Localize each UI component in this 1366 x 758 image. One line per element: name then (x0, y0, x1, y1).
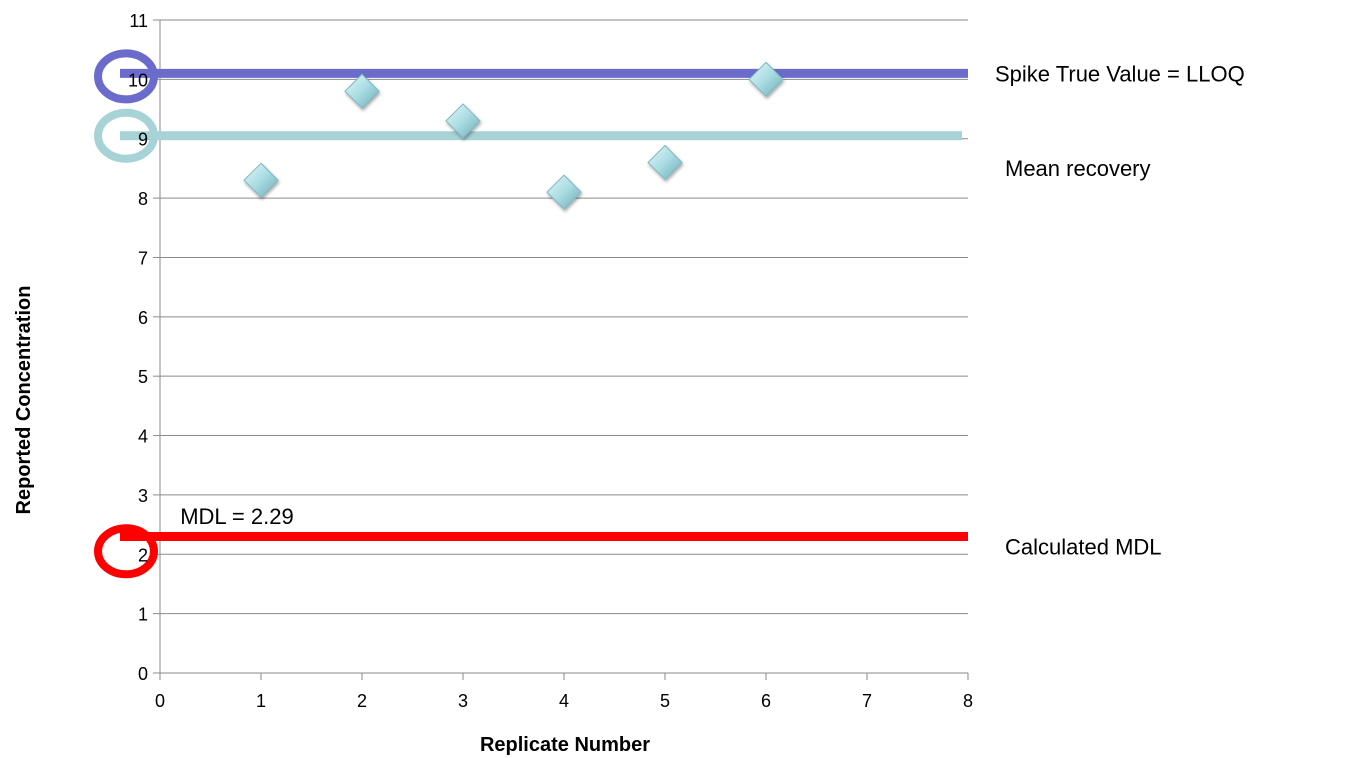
x-tick-label-7: 7 (862, 691, 872, 711)
labels: 0 1 2 3 4 5 6 7 8 9 10 11 0 1 2 3 4 5 6 7 8 Spike True Value … (128, 11, 1245, 711)
y-axis-title: Reported Concentration (13, 286, 35, 515)
data-point-6 (748, 61, 784, 98)
x-tick-label-0: 0 (155, 691, 165, 711)
highlight-circle-10 (94, 49, 158, 104)
y-tick-label-2: 2 (138, 545, 148, 565)
y-tick-label-9: 9 (138, 130, 148, 150)
data-point-3 (445, 103, 481, 139)
y-tick-label-10: 10 (128, 70, 148, 90)
y-tick-label-11: 11 (129, 11, 148, 31)
highlight-circle-9 (94, 108, 158, 163)
y-tick-label-4: 4 (138, 427, 148, 447)
ref-line-label-2: Calculated MDL (1005, 534, 1162, 559)
x-axis-title: Replicate Number (480, 734, 650, 756)
data-point-1 (243, 162, 279, 198)
y-tick-label-7: 7 (138, 248, 148, 268)
x-tick-label-2: 2 (357, 691, 367, 711)
data-point-2 (344, 73, 380, 109)
axes (153, 19, 969, 680)
data-point-4 (546, 174, 582, 210)
data-points (243, 61, 784, 210)
reference-lines (94, 49, 968, 579)
x-tick-label-1: 1 (256, 691, 266, 711)
data-point-5 (647, 144, 683, 181)
y-tick-label-5: 5 (138, 367, 148, 387)
annotation-mdl-value: MDL = 2.29 (180, 504, 294, 529)
ref-line-label-0: Spike True Value = LLOQ (995, 61, 1245, 86)
x-tick-label-5: 5 (660, 691, 670, 711)
x-tick-label-4: 4 (559, 691, 569, 711)
highlight-circle-2 (94, 524, 158, 579)
y-tick-label-3: 3 (138, 486, 148, 506)
x-tick-label-8: 8 (963, 691, 973, 711)
ref-line-label-1: Mean recovery (1005, 156, 1151, 181)
x-tick-label-3: 3 (458, 691, 468, 711)
y-tick-label-8: 8 (138, 189, 148, 209)
y-tick-label-0: 0 (138, 664, 148, 684)
x-tick-label-6: 6 (761, 691, 771, 711)
y-tick-label-6: 6 (138, 308, 148, 328)
y-tick-label-1: 1 (138, 605, 148, 625)
